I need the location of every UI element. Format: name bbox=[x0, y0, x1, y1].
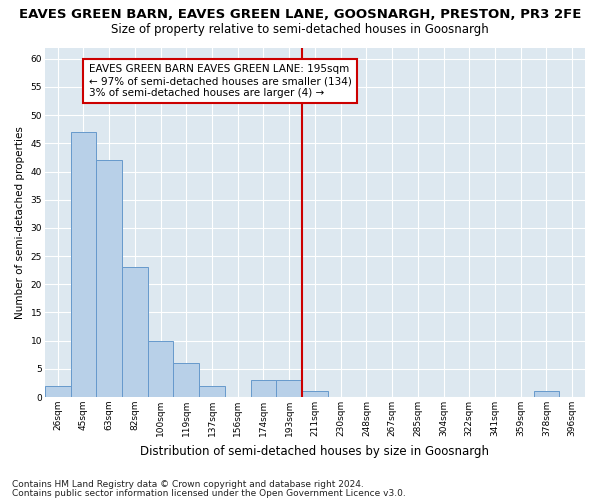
Text: EAVES GREEN BARN EAVES GREEN LANE: 195sqm
← 97% of semi-detached houses are smal: EAVES GREEN BARN EAVES GREEN LANE: 195sq… bbox=[89, 64, 352, 98]
Bar bbox=[122, 268, 148, 397]
Bar bbox=[199, 386, 225, 397]
Y-axis label: Number of semi-detached properties: Number of semi-detached properties bbox=[15, 126, 25, 318]
Bar bbox=[302, 392, 328, 397]
Bar bbox=[96, 160, 122, 397]
Bar bbox=[173, 363, 199, 397]
Bar bbox=[45, 386, 71, 397]
Bar bbox=[533, 392, 559, 397]
Text: EAVES GREEN BARN, EAVES GREEN LANE, GOOSNARGH, PRESTON, PR3 2FE: EAVES GREEN BARN, EAVES GREEN LANE, GOOS… bbox=[19, 8, 581, 20]
Bar bbox=[71, 132, 96, 397]
Text: Size of property relative to semi-detached houses in Goosnargh: Size of property relative to semi-detach… bbox=[111, 22, 489, 36]
Text: Contains public sector information licensed under the Open Government Licence v3: Contains public sector information licen… bbox=[12, 488, 406, 498]
Text: Contains HM Land Registry data © Crown copyright and database right 2024.: Contains HM Land Registry data © Crown c… bbox=[12, 480, 364, 489]
Bar bbox=[277, 380, 302, 397]
X-axis label: Distribution of semi-detached houses by size in Goosnargh: Distribution of semi-detached houses by … bbox=[140, 444, 490, 458]
Bar bbox=[148, 340, 173, 397]
Bar bbox=[251, 380, 277, 397]
